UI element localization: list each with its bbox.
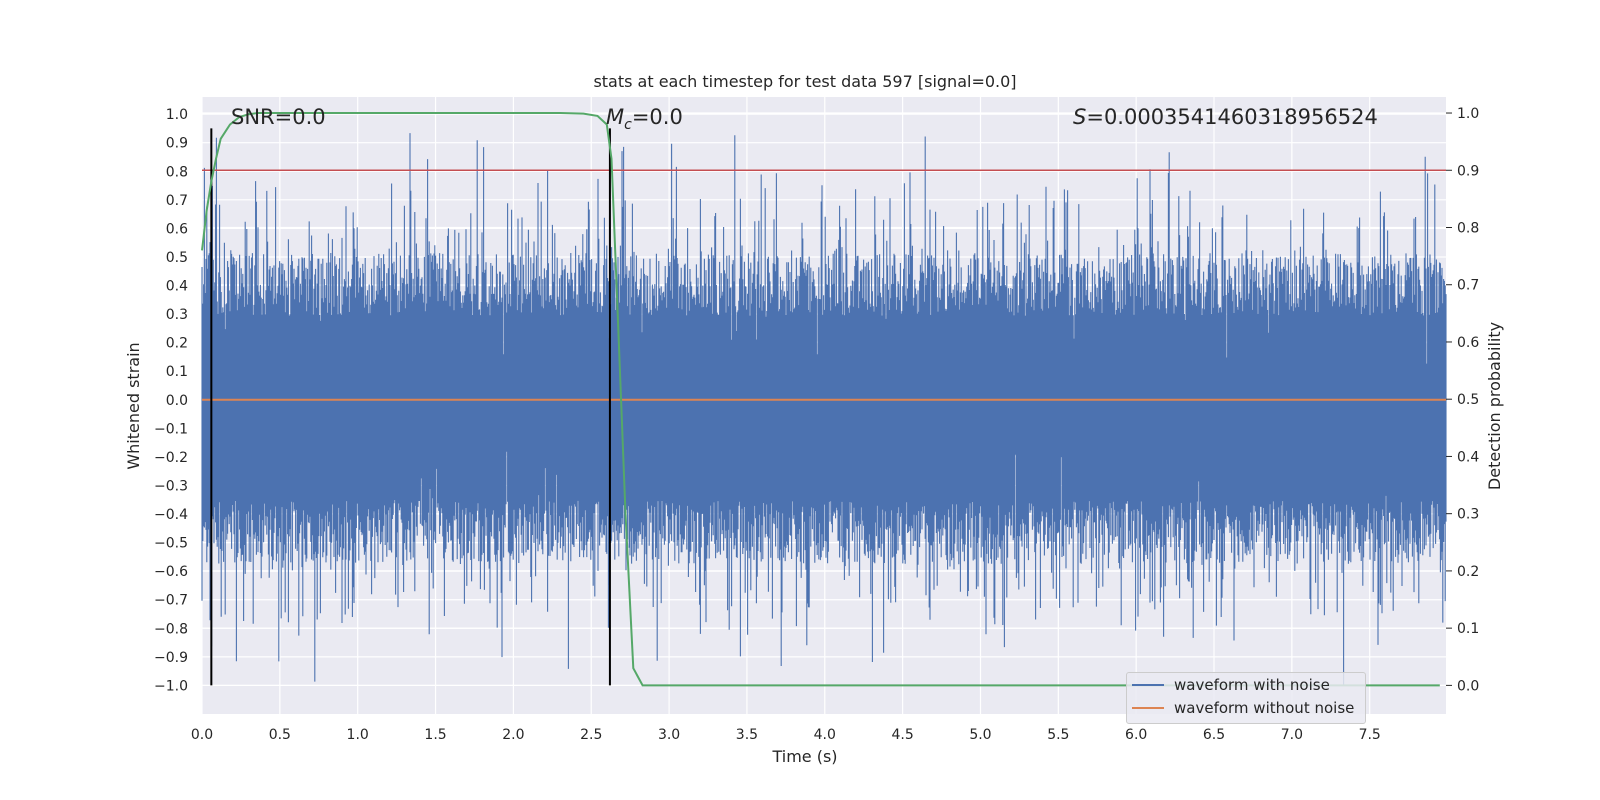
y-left-tick-label: 0.4	[166, 279, 188, 295]
y-right-tick-label: 0.2	[1457, 564, 1479, 580]
y-left-tick-label: −0.8	[154, 621, 188, 637]
y-left-tick-label: −0.5	[154, 536, 188, 552]
x-tick-label: 7.5	[1359, 727, 1381, 743]
y-left-tick-label: 0.6	[166, 221, 188, 237]
legend: waveform with noise waveform without noi…	[1126, 672, 1366, 724]
x-tick-label: 2.0	[502, 727, 524, 743]
x-tick-label: 7.0	[1281, 727, 1303, 743]
annotation-chirp-mass-value: =0.0	[632, 105, 683, 129]
legend-label: waveform without noise	[1174, 698, 1355, 717]
y-left-tick-label: −0.2	[154, 450, 188, 466]
annotation-snr: SNR=0.0	[231, 105, 326, 129]
x-axis-label: Time (s)	[771, 747, 837, 766]
y-right-tick-label: 0.7	[1457, 278, 1479, 294]
y-right-tick-label: 0.0	[1457, 678, 1479, 694]
legend-swatch-orange	[1132, 706, 1164, 709]
annotation-chirp-mass: Mc=0.0	[606, 105, 683, 133]
annotation-score-value: =0.0003541460318956524	[1086, 105, 1378, 129]
y-left-tick-label: 0.7	[166, 193, 188, 209]
y-left-tick-label: 0.9	[166, 136, 188, 152]
x-tick-label: 1.0	[347, 727, 369, 743]
y-left-tick-label: −0.1	[154, 421, 188, 437]
x-tick-label: 5.0	[969, 727, 991, 743]
y-right-tick-label: 0.6	[1457, 335, 1479, 351]
annotation-score: S=0.0003541460318956524	[1073, 105, 1378, 129]
y-left-tick-label: 0.0	[166, 393, 188, 409]
noise-band	[201, 133, 1447, 686]
y-right-tick-label: 0.4	[1457, 449, 1479, 465]
y-right-tick-label: 0.3	[1457, 507, 1479, 523]
y-left-tick-label: −0.4	[154, 507, 188, 523]
x-tick-label: 4.5	[891, 727, 913, 743]
y-left-tick-label: −0.9	[154, 650, 188, 666]
annotation-chirp-mass-symbol: M	[606, 105, 624, 129]
y-axis-label-right: Detection probability	[1485, 322, 1504, 490]
y-axis-label-left: Whitened strain	[124, 342, 143, 469]
annotation-chirp-mass-subscript: c	[624, 117, 632, 133]
x-tick-label: 0.5	[269, 727, 291, 743]
y-left-tick-label: −0.3	[154, 478, 188, 494]
annotation-score-symbol: S	[1073, 105, 1086, 129]
y-left-tick-label: 0.1	[166, 364, 188, 380]
y-right-tick-label: 0.5	[1457, 392, 1479, 408]
x-tick-label: 6.5	[1203, 727, 1225, 743]
x-tick-label: 1.5	[424, 727, 446, 743]
x-tick-label: 6.0	[1125, 727, 1147, 743]
x-tick-label: 4.0	[814, 727, 836, 743]
x-tick-label: 0.0	[191, 727, 213, 743]
y-left-tick-label: 0.8	[166, 164, 188, 180]
series-detection-probability	[201, 112, 1440, 687]
y-right-tick-label: 0.8	[1457, 220, 1479, 236]
y-left-tick-label: 0.2	[166, 336, 188, 352]
x-tick-label: 5.5	[1047, 727, 1069, 743]
series-waveform-with-noise	[201, 133, 1447, 686]
legend-item-waveform-without-noise: waveform without noise	[1127, 696, 1365, 719]
y-left-tick-label: 0.3	[166, 307, 188, 323]
legend-swatch-blue	[1132, 683, 1164, 686]
detection-probability-line	[201, 112, 1440, 687]
x-tick-label: 3.5	[736, 727, 758, 743]
x-tick-label: 2.5	[580, 727, 602, 743]
y-right-tick-label: 0.1	[1457, 621, 1479, 637]
y-left-tick-label: 1.0	[166, 107, 188, 123]
overlay-lines	[202, 128, 1446, 686]
y-right-tick-label: 1.0	[1457, 106, 1479, 122]
x-tick-label: 3.0	[658, 727, 680, 743]
legend-item-waveform-with-noise: waveform with noise	[1127, 673, 1365, 696]
y-left-tick-label: 0.5	[166, 250, 188, 266]
y-right-tick-label: 0.9	[1457, 163, 1479, 179]
legend-label: waveform with noise	[1174, 675, 1330, 694]
y-left-tick-label: −1.0	[154, 678, 188, 694]
axes: 0.0 0.5 1.0 1.5 2.0 2.5 3.0 3.5 4.0 4.5 5.0 5.5 6.0 6…	[154, 106, 1479, 743]
chart-title: stats at each timestep for test data 597…	[593, 72, 1016, 91]
y-left-tick-label: −0.7	[154, 593, 188, 609]
y-left-tick-label: −0.6	[154, 564, 188, 580]
